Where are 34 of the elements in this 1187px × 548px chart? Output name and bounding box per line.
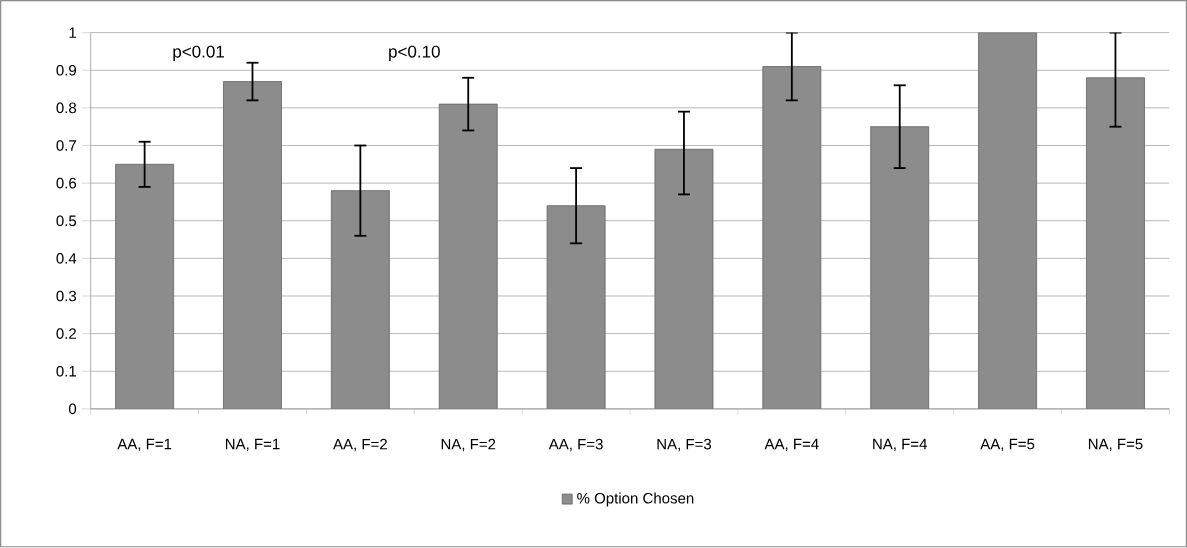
x-tick-label: AA, F=2 bbox=[333, 439, 387, 452]
y-tick-label: 1 bbox=[69, 27, 77, 38]
x-tick-label: NA, F=1 bbox=[225, 439, 280, 452]
y-tick-label: 0.4 bbox=[56, 253, 77, 264]
legend-label: % Option Chosen bbox=[577, 492, 694, 507]
bar bbox=[330, 190, 390, 410]
y-tick-label: 0.9 bbox=[56, 65, 77, 76]
annotation: p<0.10 bbox=[389, 45, 440, 62]
y-tick-label: 0.6 bbox=[56, 178, 77, 189]
y-tick-label: 0.7 bbox=[56, 140, 76, 152]
x-tick-label: NA, F=3 bbox=[657, 439, 712, 452]
x-tick-label: NA, F=2 bbox=[441, 439, 496, 452]
x-tick-label: AA, F=1 bbox=[117, 439, 172, 452]
bar bbox=[546, 205, 606, 410]
y-tick-label: 0.3 bbox=[56, 290, 77, 302]
bar bbox=[654, 149, 714, 410]
x-tick-label: AA, F=3 bbox=[548, 439, 603, 452]
x-tick-label: AA, F=5 bbox=[980, 439, 1035, 452]
x-tick-label: NA, F=5 bbox=[1088, 439, 1143, 452]
bar bbox=[223, 81, 282, 410]
y-tick-label: 0.8 bbox=[56, 102, 77, 114]
x-tick-label: NA, F=4 bbox=[873, 439, 928, 452]
x-tick-label: AA, F=4 bbox=[764, 439, 819, 452]
annotation: p<0.01 bbox=[173, 45, 224, 62]
bar bbox=[870, 126, 930, 410]
bar bbox=[762, 66, 822, 410]
bar bbox=[978, 32, 1038, 410]
bar bbox=[1086, 77, 1145, 410]
y-tick-label: 0.5 bbox=[56, 215, 77, 227]
y-tick-label: 0 bbox=[68, 403, 77, 415]
bar bbox=[115, 164, 175, 410]
y-tick-label: 0.1 bbox=[56, 366, 77, 377]
bar bbox=[438, 103, 498, 410]
y-tick-label: 0.2 bbox=[56, 328, 76, 340]
